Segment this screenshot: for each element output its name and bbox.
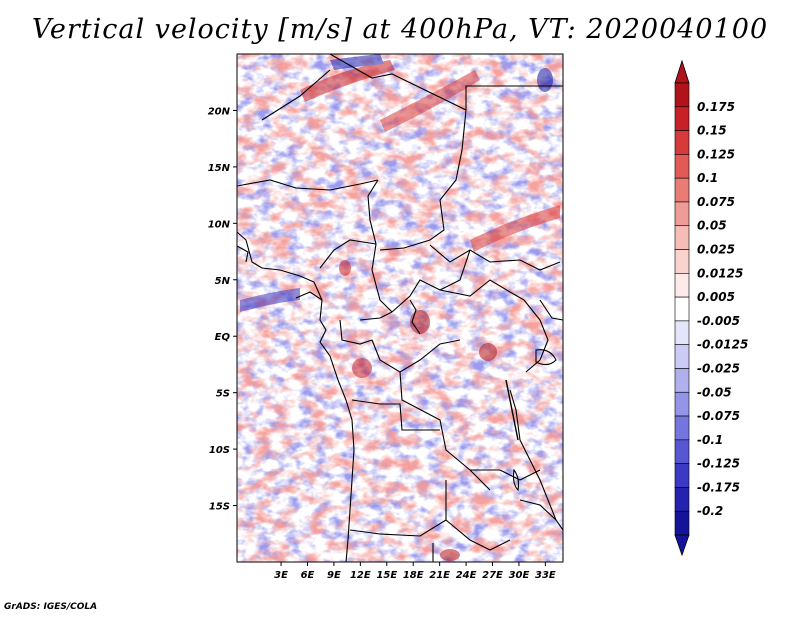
colorbar-swatch [674,415,690,441]
colorbar-label: -0.075 [697,409,740,423]
colorbar-label: 0.025 [697,243,735,257]
lon-tick-label: 18E [403,570,424,581]
colorbar-label: 0.0125 [697,266,743,280]
lat-tick-label: EQ [215,332,231,343]
lon-tick-label: 12E [350,570,371,581]
colorbar-label: 0.005 [697,290,735,304]
map-title: Vertical velocity [m/s] at 400hPa, VT: 2… [31,14,769,45]
colorbar-swatch [674,510,690,536]
colorbar-label: 0.125 [697,147,735,161]
latitude-axis: 20N 15N 10N 5N EQ 5S 10S 15S [208,106,237,513]
colorbar-swatch [674,487,690,512]
colorbar-swatch [674,201,690,227]
colorbar-swatch [674,391,690,417]
colorbar-swatch [674,249,690,274]
colorbar-label: 0.15 [697,124,727,138]
colorbar-top-arrow [674,59,690,84]
colorbar-swatch [674,320,690,345]
colorbar-swatch [674,463,690,488]
grads-credit: GrADS: IGES/COLA [4,602,98,612]
colorbar-swatch [674,273,690,298]
lon-tick-label: 30E [509,570,530,581]
colorbar-label: -0.05 [697,385,732,399]
colorbar-bottom-arrow [674,534,690,557]
colorbar-swatch [674,225,690,250]
lon-tick-label: 9E [327,570,341,581]
lon-tick-label: 33E [535,570,556,581]
longitude-axis: 3E 6E 9E 12E 15E 18E 21E 24E 27E 30E 33E [274,562,556,581]
colorbar-swatch [674,177,690,203]
colorbar-label: -0.005 [697,314,740,328]
lat-tick-label: 5N [215,276,231,287]
lon-tick-label: 15E [376,570,397,581]
political-borders [237,54,563,562]
lon-tick-label: 3E [274,570,288,581]
colorbar: 0.175 0.15 0.125 0.1 0.075 0.05 0.025 0.0125 0.0… [674,59,748,557]
colorbar-label: -0.125 [697,457,740,471]
colorbar-swatch [674,106,690,131]
colorbar-label: -0.0125 [697,338,748,352]
colorbar-label: -0.175 [697,480,740,494]
colorbar-label: 0.175 [697,100,735,114]
map-frame [236,53,564,563]
colorbar-label: -0.1 [697,433,723,447]
lat-tick-label: 10S [209,445,230,456]
colorbar-label: -0.025 [697,361,740,375]
colorbar-label: -0.2 [697,504,723,518]
lon-tick-label: 24E [456,570,477,581]
colorbar-swatch [674,130,690,155]
colorbar-label: 0.1 [697,171,718,185]
colorbar-swatch [674,296,690,322]
colorbar-swatch [674,439,690,464]
lon-tick-label: 6E [301,570,315,581]
lon-tick-label: 27E [482,570,503,581]
colorbar-swatch [674,368,690,393]
lat-tick-label: 15S [209,502,230,513]
lat-tick-label: 5S [216,389,230,400]
lat-tick-label: 15N [208,163,231,174]
lat-tick-label: 10N [208,219,231,230]
colorbar-swatch [674,82,690,108]
colorbar-swatch [674,344,690,369]
colorbar-label: 0.075 [697,195,735,209]
colorbar-swatch [674,154,690,179]
colorbar-label: 0.05 [697,219,727,233]
vertical-velocity-field [237,54,563,562]
lon-tick-label: 21E [429,570,450,581]
lat-tick-label: 20N [208,106,231,117]
